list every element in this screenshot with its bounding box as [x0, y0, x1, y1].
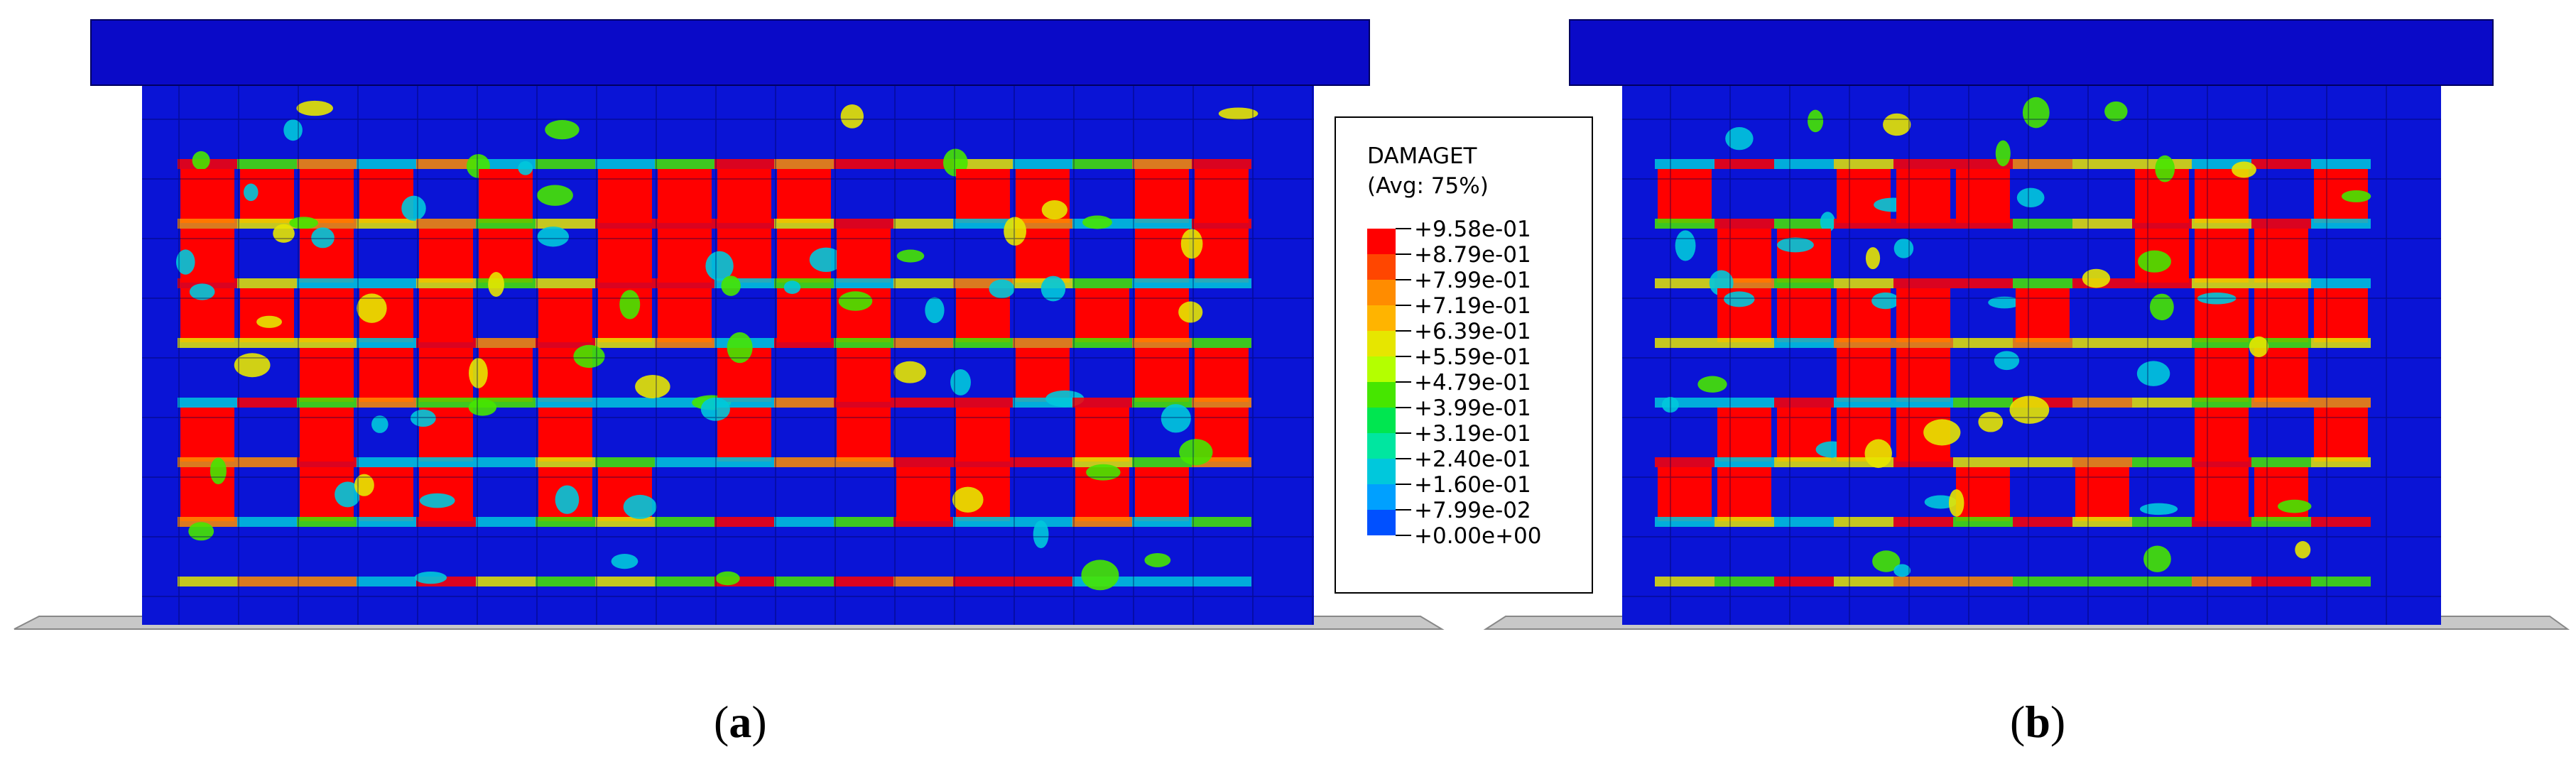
- legend-label: +1.60e-01: [1414, 472, 1531, 498]
- legend-swatch: [1367, 305, 1396, 331]
- legend-label: +3.99e-01: [1414, 395, 1531, 421]
- legend-swatch: [1367, 459, 1396, 484]
- legend-label: +5.59e-01: [1414, 344, 1531, 370]
- top-beam-b: [1569, 19, 2494, 86]
- legend-subtitle: (Avg: 75%): [1367, 173, 1489, 199]
- legend-swatch: [1367, 229, 1396, 254]
- legend-swatch: [1367, 433, 1396, 459]
- caption-a: (a): [714, 697, 767, 747]
- legend-swatch: [1367, 382, 1396, 408]
- legend-swatch: [1367, 331, 1396, 356]
- legend-scale: +9.58e-01+8.79e-01+7.99e-01+7.19e-01+6.3…: [1367, 217, 1542, 549]
- panel-b: (b): [1483, 19, 2570, 747]
- legend-label: +8.79e-01: [1414, 242, 1531, 268]
- legend-label: +9.58e-01: [1414, 217, 1531, 242]
- caption-b: (b): [2010, 697, 2065, 747]
- top-beam-a: [90, 19, 1370, 86]
- wall-mesh-b: [1622, 85, 2441, 625]
- legend-swatch: [1367, 408, 1396, 433]
- legend-swatch: [1367, 510, 1396, 535]
- contour-legend: DAMAGET (Avg: 75%) +9.58e-01+8.79e-01+7.…: [1335, 116, 1593, 594]
- legend-label: +7.99e-01: [1414, 268, 1531, 293]
- legend-swatch: [1367, 254, 1396, 280]
- legend-label: +7.99e-02: [1414, 498, 1531, 523]
- legend-label: +7.19e-01: [1414, 293, 1531, 319]
- legend-label: +4.79e-01: [1414, 370, 1531, 395]
- legend-label: +3.19e-01: [1414, 421, 1531, 447]
- legend-label: +2.40e-01: [1414, 447, 1531, 472]
- wall-mesh-a: [142, 85, 1314, 625]
- legend-label: +6.39e-01: [1414, 319, 1531, 344]
- legend-swatch: [1367, 484, 1396, 510]
- panel-a: (a): [13, 19, 1445, 747]
- legend-swatch: [1367, 356, 1396, 382]
- legend-label: +0.00e+00: [1414, 523, 1542, 549]
- legend-swatch: [1367, 280, 1396, 305]
- legend-title: DAMAGET: [1367, 143, 1478, 169]
